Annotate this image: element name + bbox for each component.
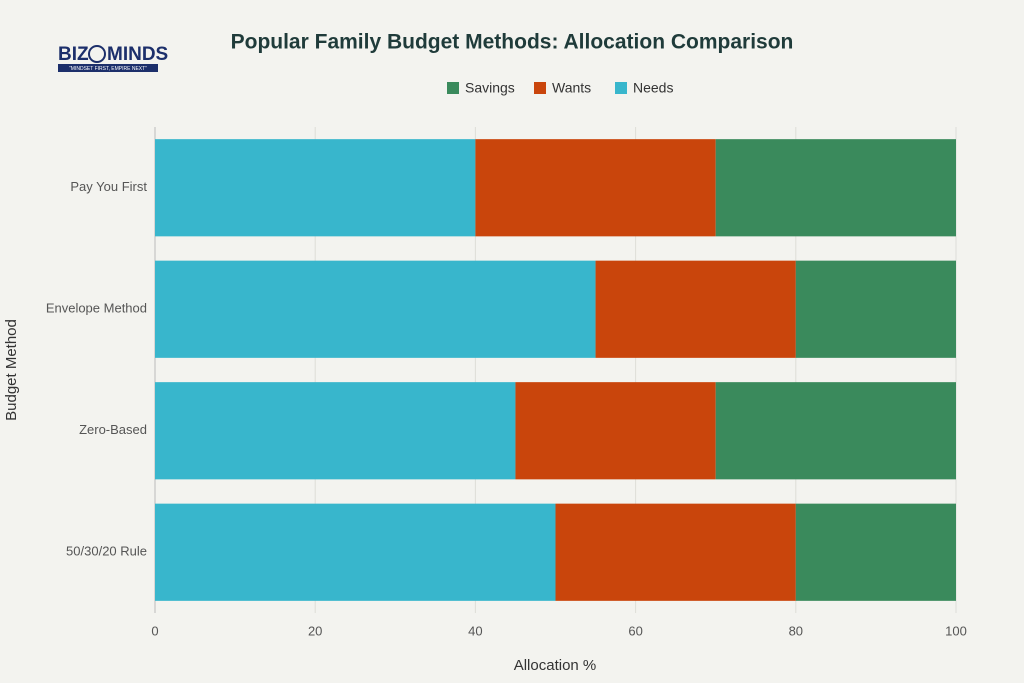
y-tick-label: Envelope Method	[46, 301, 147, 316]
bar-segment	[155, 260, 596, 358]
logo-tagline: “MINDSET FIRST, EMPIRE NEXT”	[69, 66, 147, 72]
bar-segment	[795, 503, 956, 601]
bar-segment	[155, 382, 516, 480]
logo-band	[58, 64, 158, 72]
legend-swatch	[615, 82, 627, 94]
legend-label: Needs	[633, 80, 673, 96]
bar-segment	[715, 382, 956, 480]
bar-segment	[515, 382, 716, 480]
bar-segment	[795, 260, 956, 358]
chart-title: Popular Family Budget Methods: Allocatio…	[231, 31, 794, 54]
x-tick-label: 40	[468, 623, 482, 638]
bar-segment	[475, 139, 716, 237]
legend-swatch	[534, 82, 546, 94]
x-tick-label: 20	[308, 623, 322, 638]
x-tick-label: 60	[628, 623, 642, 638]
bar-segment	[715, 139, 956, 237]
x-tick-label: 80	[789, 623, 803, 638]
logo-icon	[88, 45, 106, 63]
bar-segment	[595, 260, 796, 358]
y-tick-label: Zero-Based	[79, 422, 147, 437]
bar-segment	[155, 503, 556, 601]
y-tick-label: Pay You First	[70, 179, 147, 194]
x-tick-label: 100	[945, 623, 967, 638]
y-tick-label: 50/30/20 Rule	[66, 544, 147, 559]
logo-right: MINDS	[107, 44, 168, 65]
logo-left: BIZ	[58, 44, 89, 65]
bar-segment	[555, 503, 796, 601]
logo: BIZ MINDS “MINDSET FIRST, EMPIRE NEXT”	[58, 44, 168, 72]
legend-label: Wants	[552, 80, 591, 96]
x-axis-title: Allocation %	[514, 657, 597, 674]
x-tick-label: 0	[151, 623, 158, 638]
y-axis-title: Budget Method	[3, 319, 20, 421]
bar-segment	[155, 139, 476, 237]
legend-label: Savings	[465, 80, 515, 96]
legend-swatch	[447, 82, 459, 94]
